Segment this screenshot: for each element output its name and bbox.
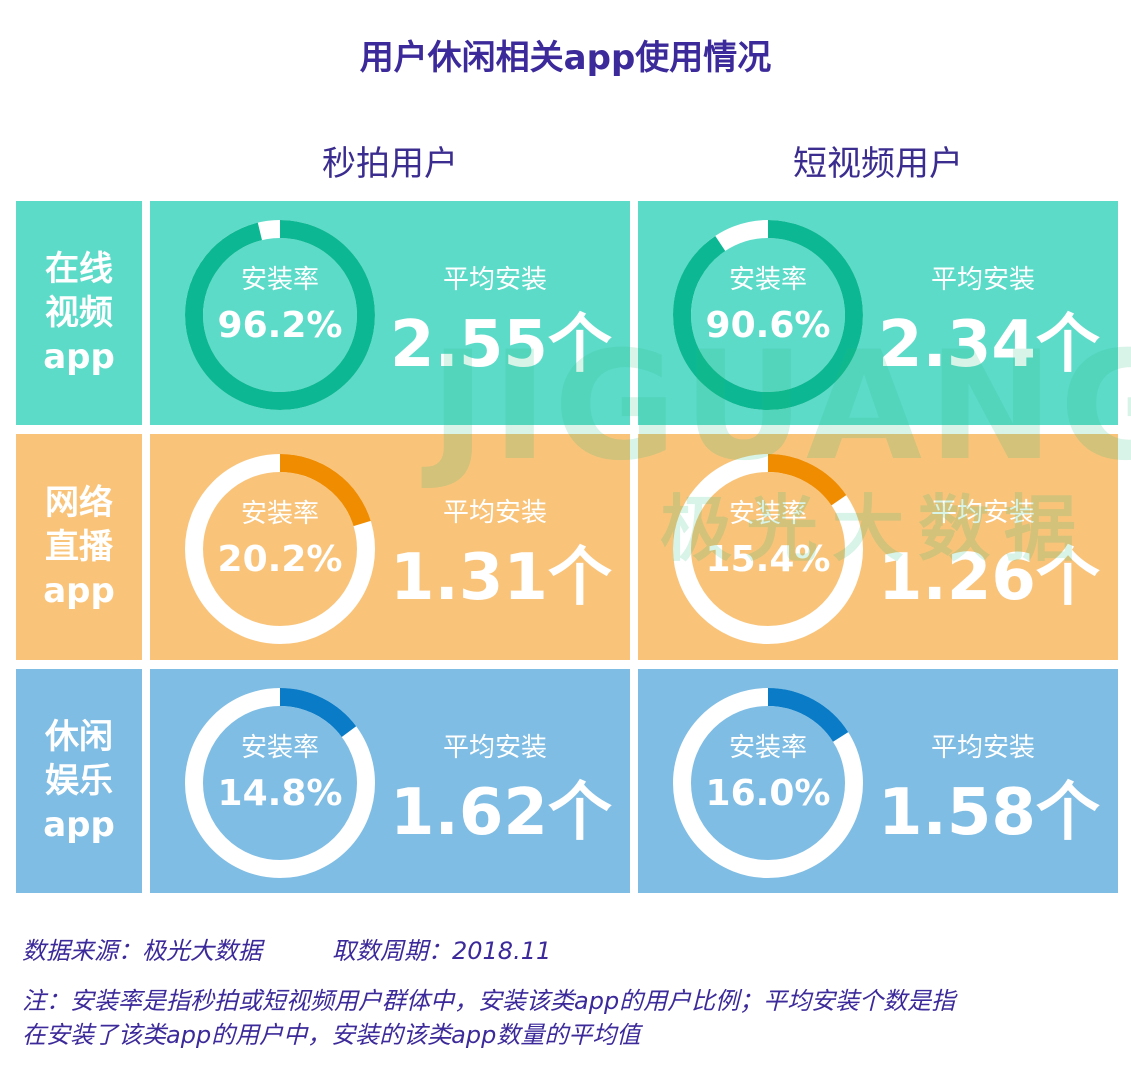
avg-value: 2.55个 (390, 293, 612, 385)
avg-value: 1.26个 (878, 526, 1100, 618)
rate-label: 安装率 (728, 733, 807, 763)
avg-value: 2.34个 (878, 293, 1100, 385)
avg-number: 2.55 (390, 308, 548, 382)
page-title: 用户休闲相关app使用情况 (359, 38, 772, 78)
avg-label: 平均安装 (442, 265, 547, 295)
rate-label: 安装率 (728, 499, 807, 529)
footnote: 注：安装率是指秒拍或短视频用户群体中，安装该类app的用户比例；平均安装个数是指… (22, 987, 956, 1049)
column-header-short-video: 短视频用户 (793, 144, 963, 184)
avg-label: 平均安装 (930, 265, 1035, 295)
donut-chart: 安装率 96.2% (180, 215, 380, 415)
rate-value: 14.8% (217, 773, 343, 814)
donut-chart: 安装率 90.6% (668, 215, 868, 415)
avg-unit: 个 (547, 308, 612, 382)
avg-unit: 个 (547, 541, 612, 615)
rate-label: 安装率 (728, 265, 807, 295)
data-source: 数据来源：极光大数据 取数周期：2018.11 (22, 937, 552, 965)
chart-cell: 安装率 20.2% 平均安装 1.31个 (150, 434, 630, 660)
avg-unit: 个 (1035, 308, 1100, 382)
donut-chart: 安装率 15.4% (668, 449, 868, 649)
donut-slice (185, 220, 375, 410)
donut-chart: 安装率 20.2% (180, 449, 380, 649)
avg-number: 1.31 (390, 541, 548, 615)
avg-unit: 个 (547, 776, 612, 850)
donut-slice (673, 454, 863, 644)
avg-label: 平均安装 (442, 498, 547, 528)
chart-cell: 安装率 15.4% 平均安装 1.26个 (638, 434, 1118, 660)
chart-cell: 安装率 14.8% 平均安装 1.62个 (150, 669, 630, 893)
avg-label: 平均安装 (930, 733, 1035, 763)
avg-label: 平均安装 (442, 733, 547, 763)
avg-value: 1.31个 (390, 526, 612, 618)
avg-value: 1.62个 (390, 761, 612, 853)
chart-cell: 安装率 90.6% 平均安装 2.34个 (638, 201, 1118, 425)
donut-slice (185, 454, 375, 644)
avg-label: 平均安装 (930, 498, 1035, 528)
avg-number: 1.62 (390, 776, 548, 850)
chart-cell: 安装率 96.2% 平均安装 2.55个 (150, 201, 630, 425)
avg-number: 1.58 (878, 776, 1036, 850)
row-label: 休闲 娱乐 app (16, 669, 142, 893)
donut-slice (673, 688, 863, 878)
rate-value: 16.0% (705, 773, 831, 814)
donut-slice (185, 688, 375, 878)
avg-unit: 个 (1035, 776, 1100, 850)
column-header-miaopai: 秒拍用户 (322, 144, 458, 184)
rate-label: 安装率 (240, 733, 319, 763)
chart-cell: 安装率 16.0% 平均安装 1.58个 (638, 669, 1118, 893)
avg-unit: 个 (1035, 541, 1100, 615)
rate-value: 90.6% (705, 305, 831, 346)
data-period: 取数周期：2018.11 (332, 937, 552, 965)
row-label: 在线 视频 app (16, 201, 142, 425)
row-label: 网络 直播 app (16, 434, 142, 660)
rate-value: 15.4% (705, 539, 831, 580)
avg-value: 1.58个 (878, 761, 1100, 853)
avg-number: 1.26 (878, 541, 1036, 615)
donut-chart: 安装率 14.8% (180, 683, 380, 883)
rate-label: 安装率 (240, 499, 319, 529)
avg-number: 2.34 (878, 308, 1036, 382)
rate-label: 安装率 (240, 265, 319, 295)
donut-slice (673, 220, 863, 410)
rate-value: 96.2% (217, 305, 343, 346)
donut-chart: 安装率 16.0% (668, 683, 868, 883)
rate-value: 20.2% (217, 539, 343, 580)
